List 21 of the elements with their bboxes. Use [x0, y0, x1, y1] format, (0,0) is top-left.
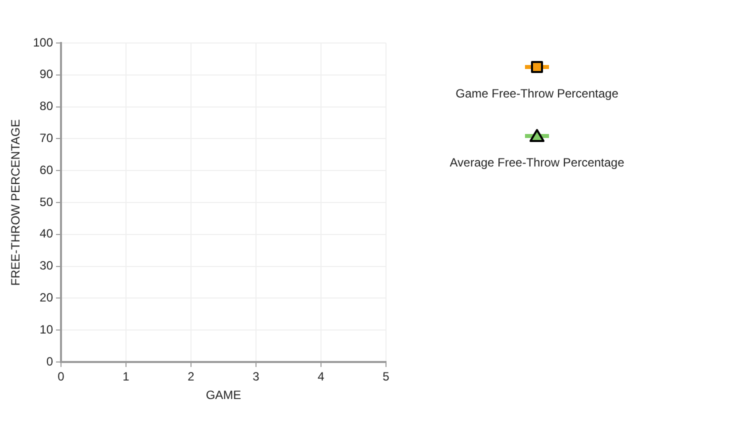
y-tick-label: 0: [46, 354, 54, 368]
x-tick-label: 1: [122, 370, 130, 384]
x-tick-label: 4: [318, 370, 325, 384]
y-tick-label: 50: [40, 194, 54, 209]
x-tick-label: 5: [382, 370, 390, 384]
y-tick-label: 100: [32, 35, 54, 50]
legend-label: Average Free-Throw Percentage: [450, 155, 625, 170]
y-axis-title: FREE-THROW PERCENTAGE: [8, 119, 23, 286]
y-tick-label: 10: [40, 322, 54, 336]
x-tick-label: 0: [58, 370, 65, 384]
y-tick-label: 70: [40, 131, 54, 146]
x-tick-label: 2: [188, 370, 195, 384]
y-tick-label: 60: [40, 162, 54, 177]
y-tick-label: 20: [40, 290, 54, 305]
legend-label: Game Free-Throw Percentage: [456, 86, 619, 100]
x-tick-label: 3: [252, 370, 260, 384]
y-tick-label: 80: [40, 99, 54, 114]
y-tick-label: 40: [40, 226, 54, 241]
x-axis-title: GAME: [206, 388, 242, 402]
y-tick-label: 90: [40, 67, 54, 82]
y-tick-label: 30: [40, 258, 54, 273]
